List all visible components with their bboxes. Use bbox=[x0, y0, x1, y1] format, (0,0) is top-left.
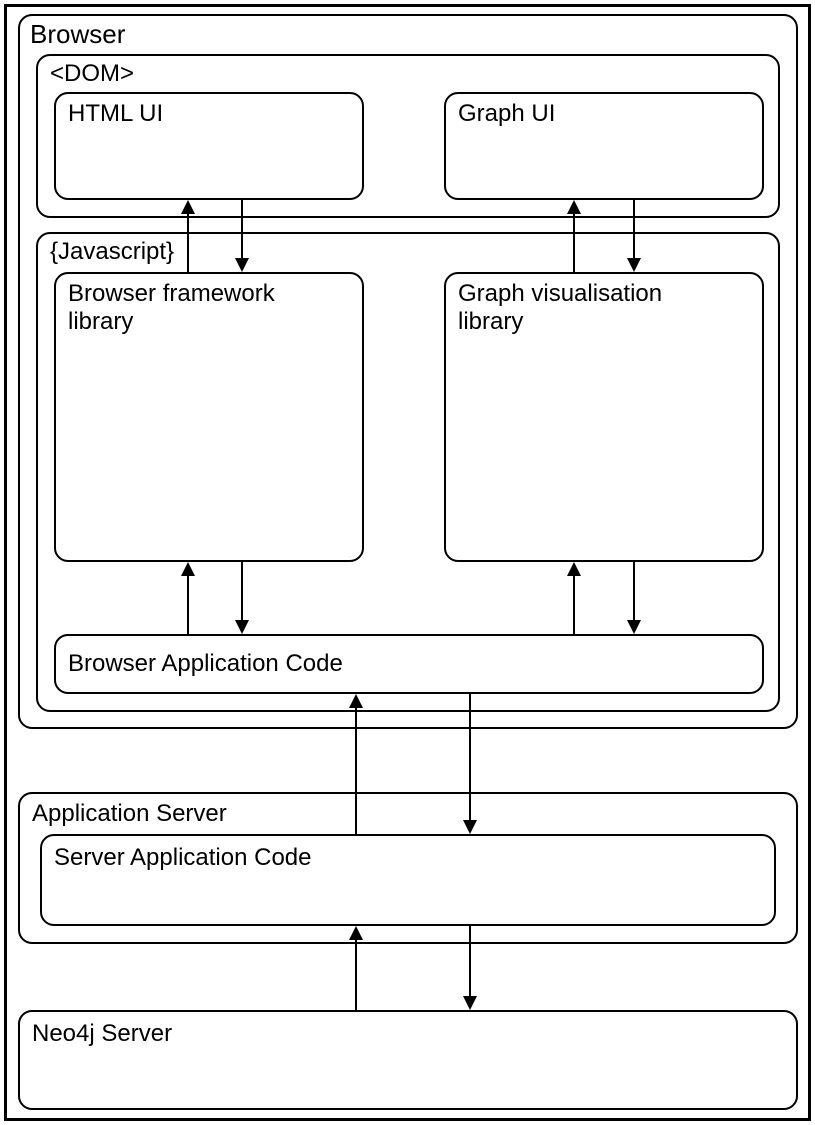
edges-layer bbox=[0, 0, 815, 1125]
diagram-stage: Browser <DOM> HTML UI Graph UI {Javascri… bbox=[0, 0, 815, 1125]
